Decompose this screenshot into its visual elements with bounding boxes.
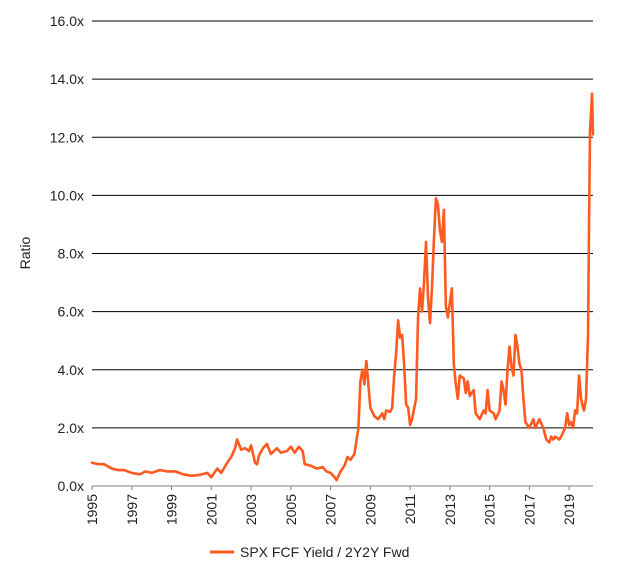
y-tick-label: 8.0x bbox=[58, 246, 84, 262]
y-tick-label: 0.0x bbox=[58, 478, 84, 494]
series-line-0 bbox=[90, 92, 595, 482]
x-tick-label: 2005 bbox=[283, 494, 299, 525]
x-tick-label: 2003 bbox=[243, 494, 259, 525]
y-tick-label: 4.0x bbox=[58, 362, 84, 378]
x-tick-label: 2017 bbox=[521, 494, 537, 525]
y-tick-label: 2.0x bbox=[58, 420, 84, 436]
x-tick-label: 1997 bbox=[124, 494, 140, 525]
y-tick-label: 10.0x bbox=[50, 187, 84, 203]
gridlines bbox=[92, 20, 593, 487]
x-tick-label: 1995 bbox=[84, 494, 100, 525]
y-axis-ticks: 0.0x 2.0x 4.0x 6.0x 8.0x 10.0x 12.0x 14.0x 16.0x bbox=[50, 13, 84, 494]
x-tick-label: 2011 bbox=[402, 494, 418, 524]
legend: SPX FCF Yield / 2Y2Y Fwd bbox=[210, 544, 409, 560]
y-tick-label: 14.0x bbox=[50, 71, 84, 87]
x-tick-label: 2001 bbox=[203, 494, 219, 525]
legend-label: SPX FCF Yield / 2Y2Y Fwd bbox=[240, 544, 409, 560]
x-tick-label: 2015 bbox=[482, 494, 498, 525]
x-tick-label: 2013 bbox=[442, 494, 458, 525]
x-tick-label: 2009 bbox=[362, 494, 378, 525]
y-tick-label: 12.0x bbox=[50, 129, 84, 145]
x-tick-label: 2007 bbox=[323, 494, 339, 525]
x-axis-ticks: 1995 1997 1999 2001 2003 2005 2007 2009 2011 2013… bbox=[84, 486, 577, 525]
x-tick-label: 1999 bbox=[164, 494, 180, 525]
series-layer bbox=[90, 92, 595, 482]
y-tick-label: 16.0x bbox=[50, 13, 84, 29]
x-tick-label: 2019 bbox=[561, 494, 577, 525]
y-tick-label: 6.0x bbox=[58, 304, 84, 320]
y-axis-title: Ratio bbox=[17, 236, 33, 269]
